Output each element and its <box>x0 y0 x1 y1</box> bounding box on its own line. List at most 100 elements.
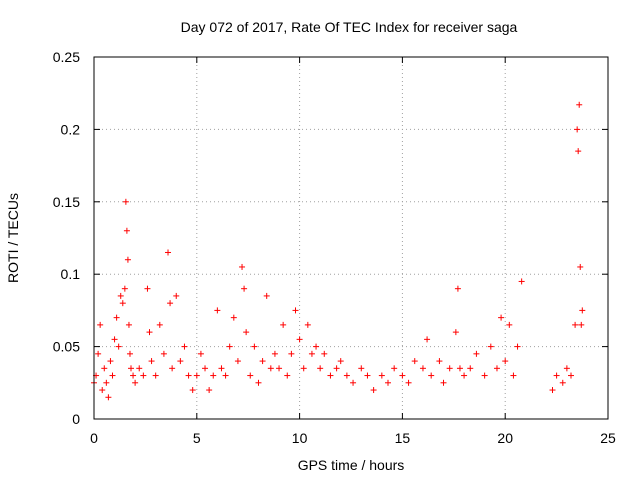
data-point <box>226 343 233 350</box>
data-point <box>385 379 392 386</box>
data-point <box>239 263 246 270</box>
data-point <box>181 343 188 350</box>
data-point <box>193 372 200 379</box>
data-point <box>574 126 581 133</box>
x-tick-label: 25 <box>600 430 616 446</box>
data-point <box>167 300 174 307</box>
y-axis-label: ROTI / TECUs <box>5 193 21 283</box>
data-point <box>109 372 116 379</box>
data-point <box>563 365 570 372</box>
x-axis-label: GPS time / hours <box>298 457 405 473</box>
data-point <box>210 372 217 379</box>
data-point <box>350 379 357 386</box>
data-point <box>300 365 307 372</box>
data-point <box>399 372 406 379</box>
data-point <box>304 321 311 328</box>
y-tick-label: 0.25 <box>53 49 80 65</box>
data-point <box>95 350 102 357</box>
data-point <box>126 350 133 357</box>
data-point <box>577 263 584 270</box>
gridlines <box>94 57 608 419</box>
data-point <box>337 358 344 365</box>
data-point <box>165 249 172 256</box>
data-point <box>549 387 556 394</box>
data-point <box>308 350 315 357</box>
data-point <box>518 278 525 285</box>
data-point <box>391 365 398 372</box>
data-point <box>446 365 453 372</box>
x-tick-label: 5 <box>193 430 201 446</box>
data-point <box>197 350 204 357</box>
data-point <box>130 372 137 379</box>
data-point <box>343 372 350 379</box>
data-point <box>284 372 291 379</box>
y-tick-label: 0.2 <box>61 121 81 137</box>
data-point <box>559 379 566 386</box>
data-point <box>247 372 254 379</box>
data-point <box>107 358 114 365</box>
y-tick-label: 0.15 <box>53 194 80 210</box>
data-point <box>405 379 412 386</box>
data-point <box>370 387 377 394</box>
data-point <box>173 292 180 299</box>
data-point <box>267 365 274 372</box>
axis-ticks <box>93 56 609 420</box>
data-point <box>575 148 582 155</box>
data-point <box>424 336 431 343</box>
data-point <box>218 365 225 372</box>
data-point <box>140 372 147 379</box>
data-point <box>487 343 494 350</box>
data-point <box>502 358 509 365</box>
data-point <box>461 372 468 379</box>
data-point <box>493 365 500 372</box>
data-point <box>473 350 480 357</box>
data-point <box>578 321 585 328</box>
y-tick-label: 0.1 <box>61 266 81 282</box>
data-point <box>576 101 583 108</box>
data-point <box>498 314 505 321</box>
data-point <box>144 285 151 292</box>
data-point <box>292 307 299 314</box>
data-point <box>222 372 229 379</box>
x-tick-label: 0 <box>90 430 98 446</box>
data-point <box>313 343 320 350</box>
data-point <box>440 379 447 386</box>
data-point <box>128 365 135 372</box>
data-point <box>251 343 258 350</box>
data-point <box>125 321 132 328</box>
data-point <box>177 358 184 365</box>
data-point <box>185 372 192 379</box>
y-tick-labels: 0 0.05 0.1 0.15 0.2 0.25 <box>53 49 80 427</box>
data-point <box>452 329 459 336</box>
data-point <box>280 321 287 328</box>
data-point <box>206 387 213 394</box>
data-point <box>327 372 334 379</box>
data-point <box>152 372 159 379</box>
data-point <box>230 314 237 321</box>
y-tick-label: 0.05 <box>53 339 80 355</box>
data-point <box>122 198 129 205</box>
data-point <box>136 365 143 372</box>
data-point <box>572 321 579 328</box>
data-point <box>115 343 122 350</box>
data-point <box>378 372 385 379</box>
data-point <box>105 394 112 401</box>
data-point <box>234 358 241 365</box>
data-point <box>428 372 435 379</box>
data-point <box>358 365 365 372</box>
data-point <box>243 329 250 336</box>
data-point <box>411 358 418 365</box>
data-point <box>276 365 283 372</box>
data-point <box>113 314 120 321</box>
data-point <box>101 365 108 372</box>
data-point <box>333 365 340 372</box>
data-point <box>271 350 278 357</box>
data-point <box>117 292 124 299</box>
data-point <box>111 336 118 343</box>
y-tick-label: 0 <box>72 411 80 427</box>
data-point <box>579 307 586 314</box>
data-point <box>132 379 139 386</box>
data-point <box>119 300 126 307</box>
data-point <box>259 358 266 365</box>
data-point <box>146 329 153 336</box>
